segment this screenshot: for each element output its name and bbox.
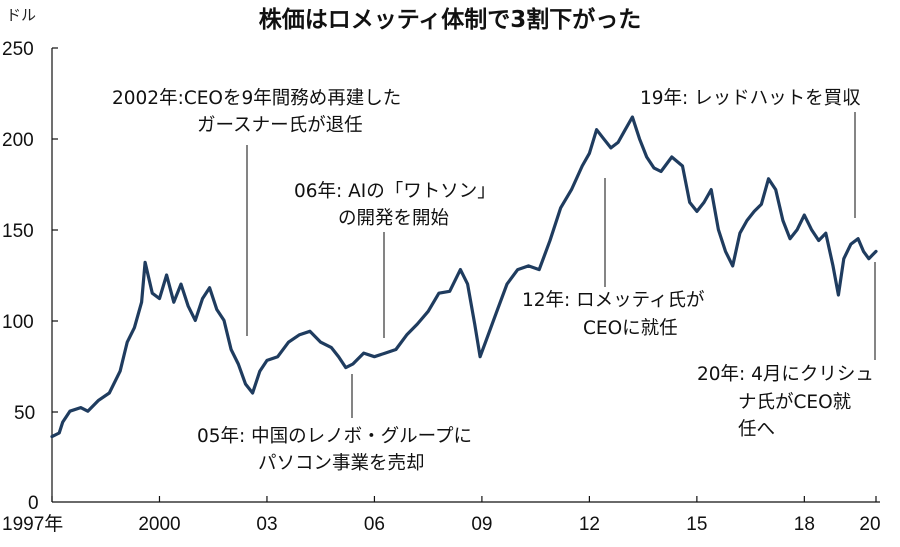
annotation-2005-line1: 05年: 中国のレノボ・グループに: [197, 426, 472, 447]
annotation-2002-line1: 2002年:CEOを9年間務め再建した: [112, 88, 401, 109]
chart-title: 株価はロメッティ体制で3割下がった: [259, 6, 642, 33]
y-tick-label: 100: [2, 312, 34, 333]
x-tick-label: 18: [794, 514, 815, 535]
x-axis-ticks: 1997年 2000 03 06 09 12 15 18 20: [2, 496, 881, 535]
x-tick-label: 1997年: [2, 513, 63, 535]
x-tick-label: 09: [471, 514, 492, 535]
y-tick-label: 50: [14, 403, 35, 424]
annotation-2019-line1: 19年: レッドハットを買収: [640, 88, 861, 109]
y-tick-label: 250: [2, 39, 34, 60]
annotation-2012-line2: CEOに就任: [583, 318, 678, 339]
x-tick-label: 06: [364, 514, 385, 535]
x-tick-label: 12: [579, 514, 600, 535]
y-tick-label: 200: [2, 130, 34, 151]
x-tick-label: 20: [859, 514, 880, 535]
annotation-2012-line1: 12年: ロメッティ氏が: [522, 290, 705, 311]
y-axis-unit-label: ドル: [6, 6, 36, 24]
annotation-2020-line3: 任へ: [738, 419, 775, 440]
y-tick-label: 150: [2, 221, 34, 242]
annotation-2002-line2: ガースナー氏が退任: [197, 115, 363, 136]
annotation-2006-line1: 06年: AIの「ワトソン」: [294, 181, 496, 202]
x-tick-label: 2000: [138, 514, 180, 535]
annotation-2006-line2: の開発を開始: [338, 208, 449, 229]
annotation-2020-line2: ナ氏がCEO就: [738, 392, 851, 413]
x-tick-label: 15: [686, 514, 707, 535]
stock-price-line: [50, 115, 878, 439]
x-tick-label: 03: [256, 514, 277, 535]
annotation-2020-line1: 20年: 4月にクリシュ: [697, 364, 874, 385]
annotation-2005-line2: パソコン事業を売却: [258, 453, 425, 474]
y-tick-label: 0: [28, 493, 39, 514]
